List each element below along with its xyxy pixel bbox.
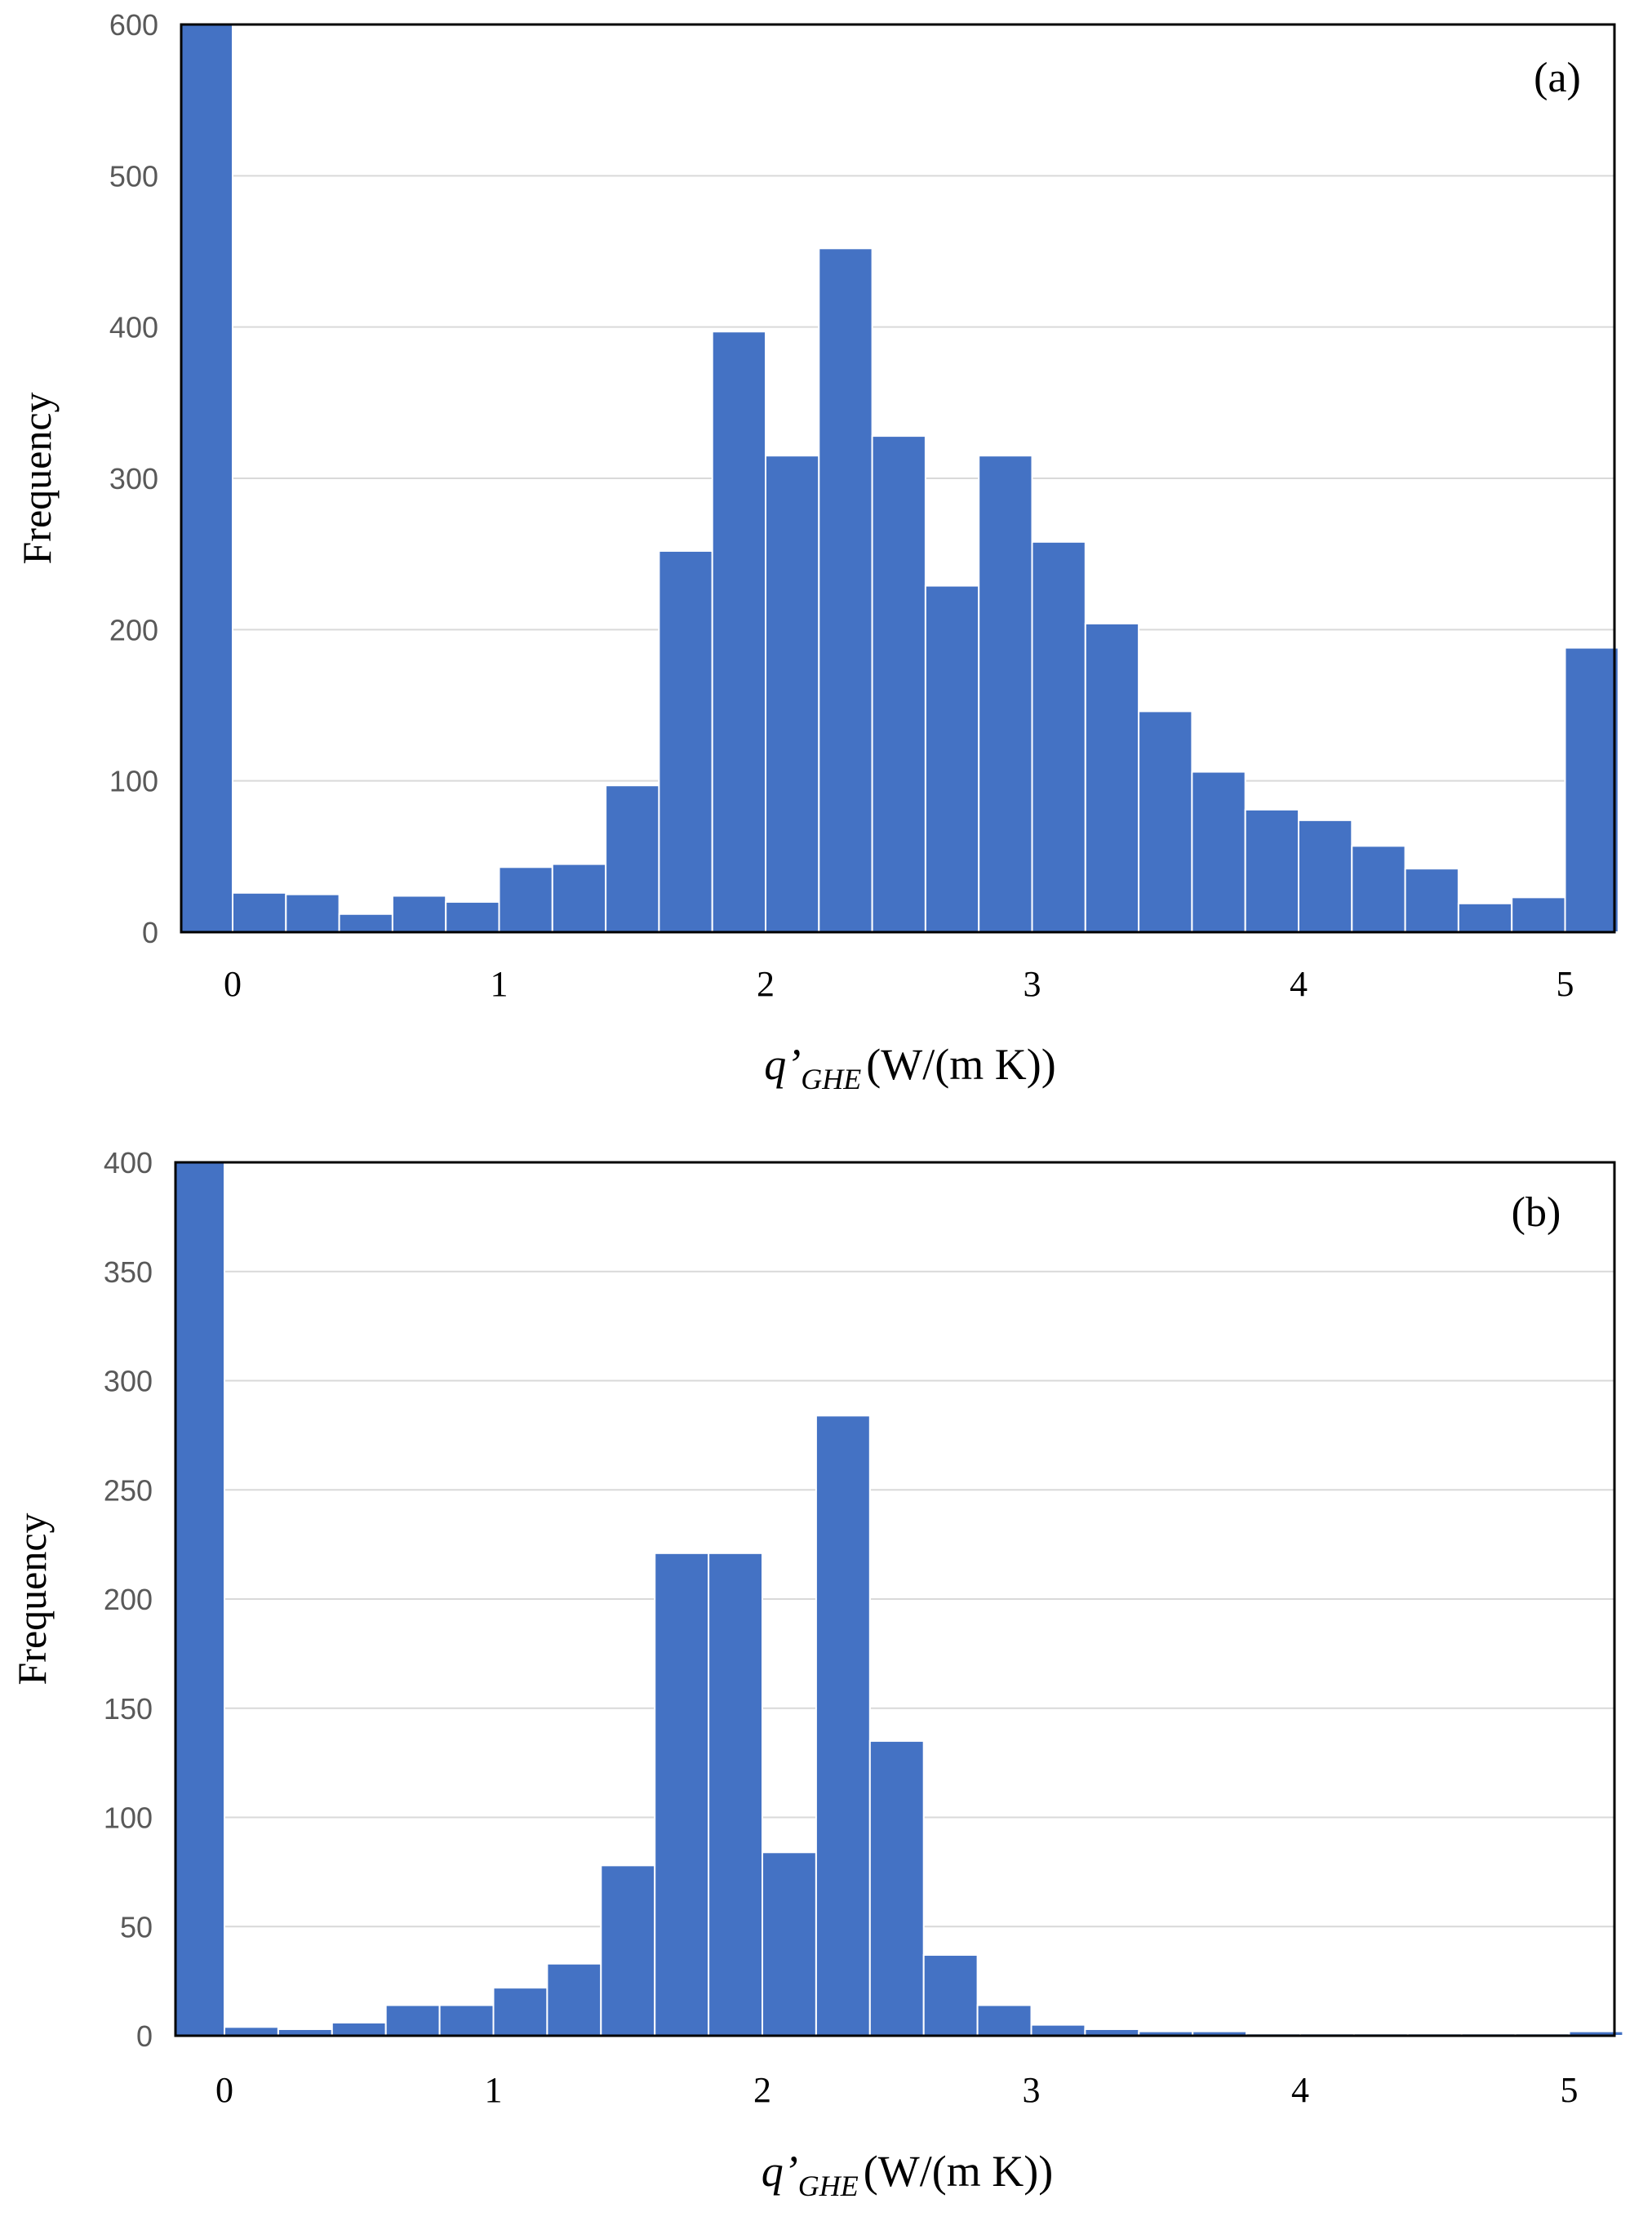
y-tick-label-b: 150 [104, 1692, 153, 1726]
y-tick-label-a: 200 [109, 613, 158, 646]
x-tick-label-b: 3 [1023, 2070, 1041, 2110]
x-axis-label-subscript-a: GHE [801, 1063, 861, 1095]
histogram-bar-a [338, 913, 393, 934]
histogram-bar-a [1138, 710, 1193, 933]
panel-b: 0 50 100 150 200 250 300 350 400 0 1 2 3 4 5 Frequenc… [9, 1146, 1624, 2202]
histogram-bar-a [605, 784, 660, 934]
x-axis-label-units-b: (W/(m K)) [864, 2147, 1053, 2196]
histogram-bar-b [546, 1962, 602, 2037]
y-tick-label-a: 300 [109, 462, 158, 495]
y-tick-label-b: 250 [104, 1473, 153, 1507]
x-tick-label-b: 4 [1291, 2070, 1309, 2110]
panel-tag-b: (b) [1512, 1189, 1561, 1236]
histogram-bar-b [815, 1415, 871, 2037]
histogram-bar-b [654, 1552, 710, 2037]
y-tick-label-b: 0 [136, 2019, 153, 2053]
histogram-bar-b [600, 1864, 656, 2037]
histogram-bar-a [232, 891, 287, 934]
y-tick-label-a: 0 [142, 916, 158, 949]
y-axis-label-a: Frequency [14, 392, 60, 564]
histogram-bar-a [498, 866, 553, 933]
histogram-bar-b [976, 2004, 1032, 2037]
x-axis-label-symbol-b: q’ [762, 2147, 798, 2196]
plot-frame-b [174, 1161, 1616, 2037]
histogram-bar-a [180, 24, 233, 933]
y-tick-label-b: 200 [104, 1583, 153, 1616]
histogram-bar-b [492, 1987, 548, 2037]
histogram-bar-b [224, 2026, 279, 2037]
y-tick-label-b: 350 [104, 1255, 153, 1289]
histogram-bar-a [658, 549, 713, 934]
histogram-bar-a [711, 331, 767, 933]
histogram-bar-a [765, 455, 820, 933]
x-tick-label-b: 5 [1561, 2070, 1579, 2110]
histogram-bar-a [1244, 808, 1299, 933]
x-tick-label-b: 1 [485, 2070, 503, 2110]
histogram-bar-a [978, 455, 1033, 933]
x-tick-label-b: 2 [753, 2070, 771, 2110]
y-tick-label-b: 300 [104, 1365, 153, 1398]
histogram-bar-a [924, 584, 980, 933]
histogram-bar-a [1191, 771, 1246, 934]
histogram-bar-a [551, 863, 607, 933]
histogram-bar-a [391, 895, 447, 934]
histogram-bar-a [1457, 902, 1513, 933]
histogram-bar-b [438, 2004, 495, 2037]
histogram-bar-b [868, 1739, 925, 2037]
x-tick-label-b: 0 [215, 2070, 233, 2110]
histogram-bar-a [1404, 868, 1459, 934]
x-tick-label-a: 2 [757, 964, 775, 1004]
histogram-bar-a [1351, 845, 1406, 933]
histogram-bar-a [445, 900, 500, 934]
histogram-bar-b [762, 1851, 817, 2037]
histogram-bar-b [922, 1954, 979, 2037]
histogram-bar-b [1030, 2023, 1086, 2037]
x-axis-label-b: q’GHE (W/(m K)) [762, 2147, 1053, 2202]
x-tick-label-a: 4 [1290, 964, 1308, 1004]
x-tick-label-a: 0 [224, 964, 242, 1004]
y-axis-label-b: Frequency [9, 1513, 55, 1685]
y-tick-label-b: 400 [104, 1146, 153, 1179]
x-axis-label-symbol-a: q’ [764, 1040, 801, 1089]
histogram-bar-a [818, 247, 873, 933]
histogram-bar-b [331, 2021, 387, 2037]
histogram-bar-b [175, 1162, 225, 2037]
y-tick-label-a: 100 [109, 765, 158, 798]
histogram-bar-b [384, 2004, 441, 2037]
y-tick-label-a: 400 [109, 311, 158, 344]
y-tick-label-a: 500 [109, 159, 158, 193]
plot-frame-a [180, 23, 1616, 934]
histogram-bar-a [1511, 896, 1566, 933]
panel-tag-a: (a) [1534, 55, 1581, 101]
histogram-bar-a [1084, 622, 1140, 933]
histogram-bar-a [285, 893, 340, 933]
x-axis-label-subscript-b: GHE [798, 2170, 859, 2202]
x-tick-label-a: 1 [491, 964, 508, 1004]
histogram-bar-a [1031, 540, 1086, 934]
x-axis-label-a: q’GHE (W/(m K)) [764, 1040, 1055, 1095]
x-axis-label-units-a: (W/(m K)) [866, 1040, 1055, 1089]
histogram-bar-a [1298, 819, 1353, 933]
histogram-bar-a [871, 435, 926, 933]
y-tick-label-a: 600 [109, 8, 158, 42]
panel-a: 0 100 200 300 400 500 600 0 1 2 3 4 5 Frequency q’G… [14, 8, 1619, 1095]
histogram-bar-a [1564, 646, 1619, 933]
x-tick-label-a: 3 [1024, 964, 1041, 1004]
y-tick-label-b: 100 [104, 1801, 153, 1835]
y-tick-label-b: 50 [120, 1910, 153, 1943]
histogram-bar-b [708, 1552, 763, 2037]
x-tick-label-a: 5 [1557, 964, 1574, 1004]
